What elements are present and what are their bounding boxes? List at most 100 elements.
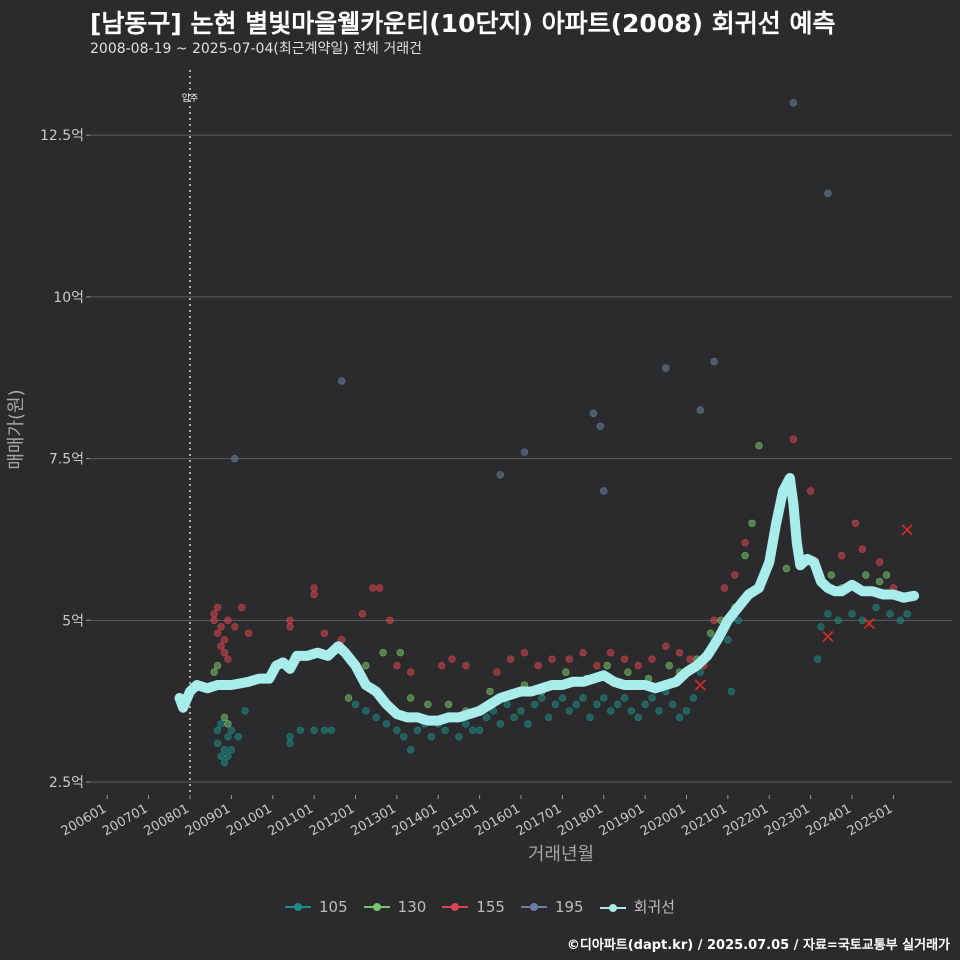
legend-swatch [363, 901, 390, 913]
legend-item: 130 [363, 897, 427, 916]
x-tick-label: 200701 [100, 801, 150, 839]
data-point-105 [296, 726, 305, 735]
regression-layer [174, 473, 920, 726]
cancelled-marker [694, 679, 706, 691]
data-point-105 [648, 694, 656, 702]
data-point-130 [362, 661, 370, 670]
data-point-105 [886, 610, 894, 618]
data-point-105 [669, 700, 677, 709]
data-point-105 [586, 713, 594, 722]
data-point-105 [551, 700, 560, 709]
data-point-195 [589, 409, 598, 418]
data-point-105 [320, 726, 329, 735]
data-point-130 [882, 571, 891, 579]
data-point-155 [565, 655, 573, 663]
data-point-105 [510, 713, 518, 722]
chart-title: [남동구] 논현 별빛마을웰카운티(10단지) 아파트(2008) 회귀선 예측 [90, 9, 836, 38]
data-point-105 [427, 733, 436, 741]
data-point-155 [224, 655, 232, 663]
data-point-105 [286, 739, 294, 747]
legend-label: 130 [397, 897, 427, 916]
y-tick-label: 12.5억 [40, 128, 84, 144]
data-point-105 [734, 616, 742, 625]
data-point-155 [710, 616, 718, 625]
data-point-105 [217, 720, 225, 728]
data-point-105 [213, 739, 222, 747]
data-point-105 [531, 700, 539, 709]
data-point-105 [606, 707, 615, 715]
data-point-155 [720, 584, 729, 592]
data-point-105 [241, 707, 249, 715]
x-tick-label: 201401 [390, 801, 440, 839]
data-point-105 [896, 616, 904, 625]
data-point-155 [386, 616, 394, 625]
data-point-105 [813, 655, 822, 663]
data-point-155 [244, 629, 253, 637]
data-point-105 [558, 694, 567, 702]
data-point-105 [220, 746, 229, 754]
data-point-130 [665, 661, 673, 670]
legend-label: 105 [319, 897, 348, 916]
data-point-195 [231, 454, 239, 463]
x-tick-label: 201001 [224, 801, 274, 839]
data-point-105 [627, 707, 636, 715]
data-point-130 [706, 629, 715, 637]
data-point-155 [462, 661, 470, 670]
data-point-105 [441, 726, 449, 735]
data-point-130 [424, 700, 432, 709]
data-point-155 [851, 519, 860, 528]
cancel-x-stroke [863, 618, 875, 630]
footer-credit: ©디아파트(dapt.kr) / 2025.07.05 / 자료=국토교통부 실… [566, 938, 950, 953]
data-point-130 [755, 441, 763, 450]
data-point-130 [486, 687, 494, 696]
data-point-155 [675, 648, 684, 657]
chart-subtitle: 2008-08-19 ~ 2025-07-04(최근계약일) 전체 거래건 [90, 41, 422, 57]
legend-swatch [442, 901, 469, 913]
axis-labels: 2.5억 5억 7.5억 10억 12.5억 2006012007012008012009… [6, 128, 895, 865]
legend-label: 155 [476, 897, 505, 916]
y-axis-title: 매매가(원) [6, 389, 27, 469]
data-point-130 [379, 648, 387, 657]
data-point-155 [662, 642, 670, 650]
data-point-105 [351, 700, 360, 709]
data-point-155 [579, 648, 587, 657]
data-point-130 [748, 519, 756, 528]
data-point-105 [724, 636, 732, 644]
data-point-105 [565, 707, 573, 715]
data-point-195 [600, 487, 608, 495]
x-tick-label: 201301 [348, 801, 398, 839]
regression-line [174, 473, 920, 726]
data-point-105 [641, 700, 649, 709]
data-point-105 [675, 713, 684, 722]
data-point-105 [372, 713, 380, 722]
data-point-105 [537, 694, 546, 702]
data-point-105 [872, 603, 880, 612]
data-point-155 [506, 655, 515, 663]
x-tick-label: 201501 [431, 801, 481, 839]
y-tick-label: 2.5억 [49, 775, 84, 791]
cancelled-marker [822, 630, 834, 643]
data-point-105 [310, 726, 318, 735]
move-in-label: 입주 [182, 92, 199, 104]
data-point-155 [358, 610, 367, 618]
data-point-155 [393, 661, 401, 670]
data-point-105 [593, 700, 601, 709]
data-point-155 [213, 603, 222, 612]
data-point-105 [848, 610, 856, 618]
data-point-105 [406, 746, 415, 754]
data-point-105 [834, 616, 842, 625]
data-point-155 [220, 636, 229, 644]
data-point-105 [220, 758, 229, 767]
x-tick-label: 200901 [183, 801, 233, 839]
cancelled-marker [901, 524, 913, 536]
data-point-130 [875, 577, 884, 586]
data-point-105 [393, 726, 401, 735]
cancel-x-stroke [901, 524, 913, 536]
legend-swatch [285, 901, 312, 913]
cancel-x-stroke [694, 679, 706, 691]
data-point-155 [224, 616, 232, 625]
data-point-105 [903, 610, 911, 618]
data-point-105 [382, 720, 391, 728]
data-point-105 [824, 610, 832, 618]
data-point-155 [448, 655, 456, 663]
